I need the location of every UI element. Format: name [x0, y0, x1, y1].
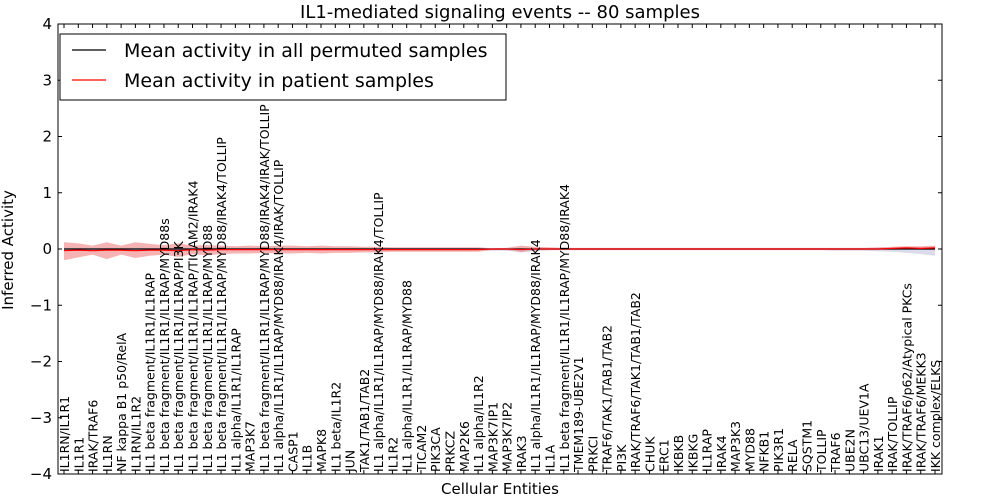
x-tick-label: IRAK4: [714, 435, 729, 472]
band-patient: [64, 242, 935, 261]
x-tick-label: IRAK/TRAF6/MEKK3: [914, 352, 929, 472]
x-tick-label: IL1 beta fragment/IL1R1/IL1RAP/MYD88/IRA…: [557, 184, 572, 472]
x-tick-label: UBC13/UEV1A: [857, 383, 872, 472]
y-tick-label: 3: [42, 71, 52, 89]
x-tick-label: IKK complex/ELKS: [928, 360, 943, 472]
x-tick-label: MAP3K7IP2: [500, 402, 515, 472]
x-tick-label: IL1R1: [71, 437, 86, 472]
x-tick-label: IL1 beta fragment/IL1R1/IL1RAP/MYD88/IRA…: [257, 104, 272, 472]
x-tick-label: PI3K: [614, 444, 629, 472]
x-tick-label: RELA: [785, 439, 800, 472]
y-tick-label: −2: [30, 353, 52, 371]
x-tick-label: SQSTM1: [800, 420, 815, 472]
x-tick-label: IRAK/TRAF6/p62/Atypical PKCs: [899, 283, 914, 472]
x-tick-label: ERC1: [657, 439, 672, 472]
x-axis: IL1RN/IL1R1 IL1R1 IRAK/TRAF6 IL1RN NF kappa …: [57, 24, 943, 474]
x-tick-label: IRAK/TOLLIP: [885, 396, 900, 472]
plot-frame: [57, 23, 943, 475]
x-tick-label: PIK3R1: [771, 428, 786, 472]
x-tick-label: IL1 alpha/IL1R1/IL1RAP: [228, 328, 243, 472]
x-tick-label: CHUK: [642, 436, 657, 472]
x-tick-label: TMEM189-UBE2V1: [571, 356, 586, 473]
y-tick-label: 1: [42, 184, 52, 202]
y-tick-label: 4: [42, 15, 52, 33]
x-tick-label: MAP3K3: [728, 421, 743, 472]
x-tick-label: IL1 beta fragment/IL1R1/IL1RAP: [143, 272, 158, 472]
x-tick-label: NFKB1: [757, 431, 772, 472]
x-tick-label: IL1RN: [100, 435, 115, 472]
x-tick-label: MAP3K7IP1: [485, 402, 500, 472]
x-tick-label: IL1RAP: [700, 429, 715, 472]
x-tick-label: MYD88: [742, 428, 757, 472]
x-tick-label: IRAK/TRAF6/TAK1/TAB1/TAB2: [628, 292, 643, 472]
x-tick-label: PRKCZ: [443, 431, 458, 472]
x-tick-label: IL1 beta fragment/IL1R1/IL1RAP/TICAM2/IR…: [186, 181, 201, 472]
x-tick-label: TAK1/TAB1/TAB2: [357, 369, 372, 473]
x-tick-label: IKBKG: [685, 434, 700, 472]
x-tick-label: PIK3CA: [428, 427, 443, 472]
x-tick-label: MAP2K6: [457, 421, 472, 472]
x-tick-label: IL1 alpha/IL1R2: [471, 375, 486, 472]
x-tick-label: IL1 beta fragment/IL1R1/IL1RAP/PI3K: [171, 240, 186, 471]
x-tick-label: CASP1: [286, 431, 301, 472]
x-tick-label: NF kappa B1 p50/RelA: [114, 332, 129, 472]
series-line-patient: [63, 247, 936, 252]
x-tick-label: IL1 alpha/IL1R1/IL1RAP/MYD88/IRAK4: [528, 239, 543, 472]
y-axis: −4 −3 −2 −1 0 1 2 3 4: [30, 15, 942, 483]
x-tick-label: IRAK/TRAF6: [86, 400, 101, 472]
x-tick-label: IL1 beta fragment/IL1R1/IL1RAP/MYD88s: [157, 218, 172, 472]
series-lines: [63, 247, 936, 252]
x-axis-label: Cellular Entities: [441, 480, 559, 498]
x-tick-label: MAPK8: [314, 429, 329, 472]
x-tick-label: IL1 alpha/IL1R1/IL1RAP/MYD88/IRAK4/IRAK/…: [271, 159, 286, 472]
y-tick-label: 0: [42, 240, 52, 258]
y-axis-label: Inferred Activity: [0, 190, 17, 310]
x-tick-label: TRAF6: [828, 432, 843, 473]
x-tick-label: IL1 alpha/IL1R1/IL1RAP/MYD88: [400, 280, 415, 472]
x-tick-label: IL1 beta/IL1R2: [328, 382, 343, 472]
legend-box: [59, 33, 507, 101]
x-tick-label: UBE2N: [842, 429, 857, 472]
x-tick-label: PRKCI: [585, 436, 600, 472]
legend-label-permuted: Mean activity in all permuted samples: [124, 40, 487, 62]
x-tick-label: TICAM2: [414, 425, 429, 473]
x-tick-label: IL1RN/IL1R1: [57, 396, 72, 472]
x-tick-label: IL1A: [543, 444, 558, 472]
x-tick-label: IRAK3: [514, 435, 529, 472]
x-tick-label: IL1 beta fragment/IL1R1/IL1RAP/MYD88/IRA…: [214, 137, 229, 472]
x-tick-label: IKBKB: [671, 435, 686, 472]
y-tick-label: −3: [30, 409, 52, 427]
x-tick-label: IL1 beta fragment/IL1R1/IL1RAP/MYD88: [200, 225, 215, 472]
x-tick-label: TRAF6/TAK1/TAB1/TAB2: [600, 325, 615, 473]
y-tick-label: 2: [42, 128, 52, 146]
x-tick-label: JUN: [343, 450, 358, 473]
y-tick-label: −1: [30, 296, 52, 314]
legend: Mean activity in all permuted samples Me…: [59, 33, 507, 101]
x-tick-label: TOLLIP: [814, 429, 829, 473]
x-tick-label: IL1R2: [385, 437, 400, 472]
chart-title: IL1-mediated signaling events -- 80 samp…: [300, 2, 700, 23]
x-tick-label: IRAK1: [871, 435, 886, 472]
x-tick-label: MAP3K7: [243, 421, 258, 472]
legend-label-patient: Mean activity in patient samples: [124, 70, 434, 92]
x-tick-label: IL1B: [300, 445, 315, 472]
x-tick-label: IL1 alpha/IL1R1/IL1RAP/MYD88/IRAK4/TOLLI…: [371, 192, 386, 472]
y-tick-label: −4: [30, 465, 52, 483]
x-tick-label: IL1RN/IL1R2: [128, 396, 143, 472]
